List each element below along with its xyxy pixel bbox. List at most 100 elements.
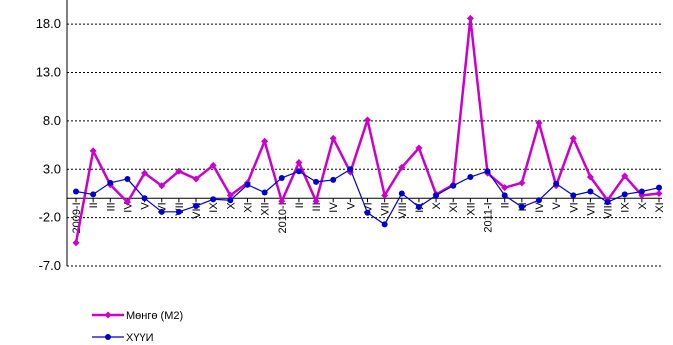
- x-tick-label: XII: [260, 202, 272, 215]
- data-point: [261, 137, 269, 145]
- x-tick-label: VIII: [397, 202, 409, 219]
- x-tick-label: V: [345, 202, 357, 210]
- gridlines: [67, 23, 662, 267]
- data-point: [278, 174, 285, 181]
- data-point: [586, 173, 594, 181]
- data-point: [141, 169, 149, 177]
- y-tick-label: 3.0: [43, 161, 61, 176]
- data-point: [501, 192, 508, 199]
- x-tick-label: X: [637, 202, 649, 210]
- data-point: [621, 191, 628, 198]
- data-point: [278, 197, 286, 205]
- data-point: [295, 168, 302, 175]
- data-point: [330, 176, 337, 183]
- x-tick-label: VI: [568, 202, 580, 212]
- x-tick-label: IV: [122, 202, 134, 213]
- data-point: [158, 182, 166, 190]
- x-tick-label: XI: [448, 202, 460, 212]
- data-point: [73, 188, 79, 195]
- data-point: [107, 179, 114, 186]
- data-point: [398, 163, 406, 171]
- data-point: [535, 197, 542, 204]
- x-tick-label: II: [88, 202, 100, 208]
- x-tick-label: 2010-I: [277, 202, 289, 233]
- data-point: [467, 174, 474, 181]
- data-point: [364, 116, 371, 124]
- data-point: [193, 203, 200, 210]
- data-point: [621, 172, 629, 180]
- x-tick-label: VI: [157, 202, 169, 212]
- data-point: [175, 208, 182, 215]
- data-point: [398, 190, 405, 197]
- data-point: [244, 181, 251, 188]
- x-tick-label: II: [500, 202, 512, 208]
- data-point: [466, 14, 474, 22]
- x-tick-label: IV: [534, 202, 546, 213]
- data-point: [90, 191, 97, 198]
- data-point: [570, 192, 577, 199]
- x-tick-label: XI: [654, 202, 666, 212]
- data-point: [209, 161, 217, 169]
- data-point: [175, 167, 183, 175]
- data-point: [124, 175, 131, 182]
- data-point: [295, 159, 303, 167]
- x-tick-label: VII: [585, 202, 597, 215]
- legend: Мөнгө (M2) ХҮҮИ: [92, 310, 183, 344]
- data-point: [141, 195, 148, 202]
- data-point: [604, 199, 611, 206]
- legend-label: Мөнгө (M2): [126, 310, 183, 322]
- data-point: [312, 197, 320, 205]
- x-tick-label: X: [225, 202, 237, 210]
- data-point: [158, 208, 165, 215]
- legend-label: ХҮҮИ: [126, 332, 153, 344]
- y-tick-label: -7.0: [39, 258, 61, 273]
- y-tick-label: -2.0: [39, 210, 61, 225]
- y-tick-label: 18.0: [36, 16, 61, 31]
- legend-marker: [105, 334, 111, 340]
- series-layer: [72, 14, 663, 247]
- data-point: [484, 168, 491, 175]
- data-point: [313, 178, 320, 185]
- data-point: [210, 196, 217, 203]
- data-point: [518, 179, 526, 187]
- y-tick-label: 8.0: [43, 113, 61, 128]
- x-tick-label: VIII: [603, 202, 615, 219]
- x-tick-label: IX: [208, 202, 220, 213]
- x-tick-label: VII: [380, 202, 392, 215]
- data-point: [192, 175, 200, 183]
- y-axis-tick-labels: -7.0 -2.0 3.0 8.0 13.0 18.0: [36, 16, 61, 273]
- data-point: [226, 191, 234, 199]
- data-point: [535, 119, 543, 127]
- data-point: [261, 189, 268, 196]
- data-point: [655, 189, 663, 197]
- x-tick-label: X: [431, 202, 443, 210]
- data-point: [89, 147, 97, 155]
- data-point: [638, 188, 645, 195]
- data-point: [227, 197, 234, 204]
- data-point: [381, 191, 389, 199]
- data-point: [364, 209, 371, 216]
- data-point: [433, 192, 440, 199]
- data-point: [587, 188, 594, 195]
- x-tick-label: V: [140, 202, 152, 210]
- x-tick-label: XI: [242, 202, 254, 212]
- data-point: [329, 134, 337, 142]
- data-point: [518, 203, 525, 210]
- x-tick-label: III: [311, 202, 323, 211]
- data-point: [656, 184, 662, 191]
- data-point: [72, 239, 80, 247]
- legend-marker: [104, 311, 112, 319]
- data-point: [415, 203, 422, 210]
- data-point: [415, 144, 423, 152]
- x-tick-label: IV: [328, 202, 340, 213]
- x-tick-label: II: [294, 202, 306, 208]
- x-tick-label: V: [551, 202, 563, 210]
- data-point: [381, 221, 388, 228]
- data-point: [501, 184, 509, 192]
- y-tick-label: 13.0: [36, 65, 61, 80]
- x-tick-label: XII: [465, 202, 477, 215]
- data-point: [347, 166, 354, 173]
- x-tick-label: 2011-I: [483, 202, 495, 232]
- data-point: [450, 182, 457, 189]
